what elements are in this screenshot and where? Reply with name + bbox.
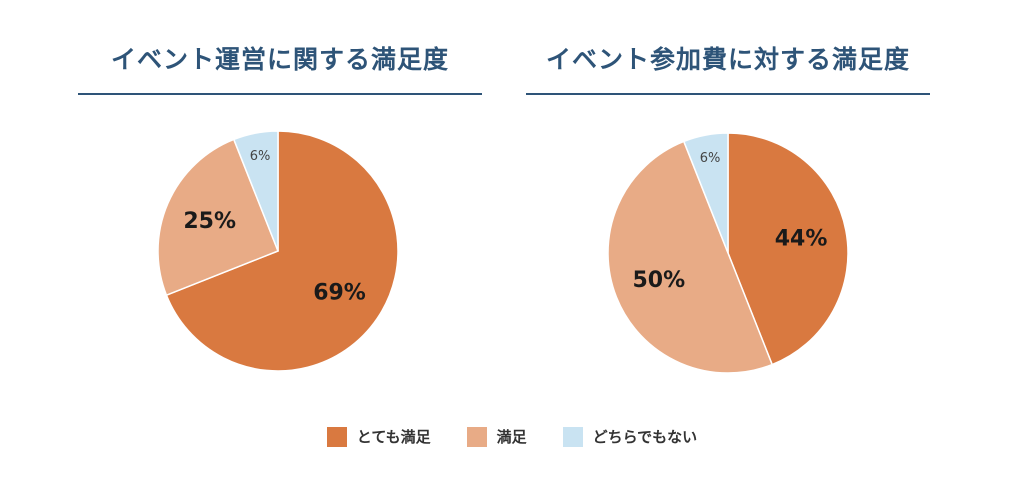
legend: とても満足 満足 どちらでもない (0, 426, 1024, 447)
legend-label-very-satisfied: とても満足 (356, 428, 431, 446)
pie-1-slice-neutral (682, 132, 729, 254)
pie-1-label-neutral: 6% (700, 151, 721, 166)
pie-0-label-very-satisfied: 69% (313, 280, 366, 305)
chart-title-participation-fee: イベント参加費に対する満足度 (545, 45, 910, 74)
legend-item-satisfied: 満足 (466, 426, 527, 447)
pie-1-slice-satisfied (607, 140, 774, 374)
legend-label-satisfied: 満足 (496, 428, 527, 446)
legend-label-neutral: どちらでもない (592, 428, 698, 446)
legend-item-very-satisfied: とても満足 (326, 426, 431, 447)
pie-1-slice-very-satisfied (727, 132, 849, 366)
pie-0-slice-very-satisfied (165, 130, 399, 372)
title-underline-left (78, 93, 482, 95)
title-underline-right (526, 93, 930, 95)
pie-1-label-satisfied: 50% (632, 268, 685, 293)
pie-1-label-very-satisfied: 44% (775, 227, 828, 252)
pie-0-slice-satisfied (157, 138, 279, 297)
legend-swatch-neutral (562, 426, 583, 447)
chart-title-event-management: イベント運営に関する満足度 (110, 45, 449, 74)
pie-0-label-satisfied: 25% (183, 209, 236, 234)
legend-swatch-satisfied (466, 426, 487, 447)
legend-item-neutral: どちらでもない (562, 426, 698, 447)
legend-swatch-very-satisfied (326, 426, 347, 447)
pie-0-slice-neutral (232, 130, 279, 252)
pie-0-label-neutral: 6% (250, 149, 271, 164)
